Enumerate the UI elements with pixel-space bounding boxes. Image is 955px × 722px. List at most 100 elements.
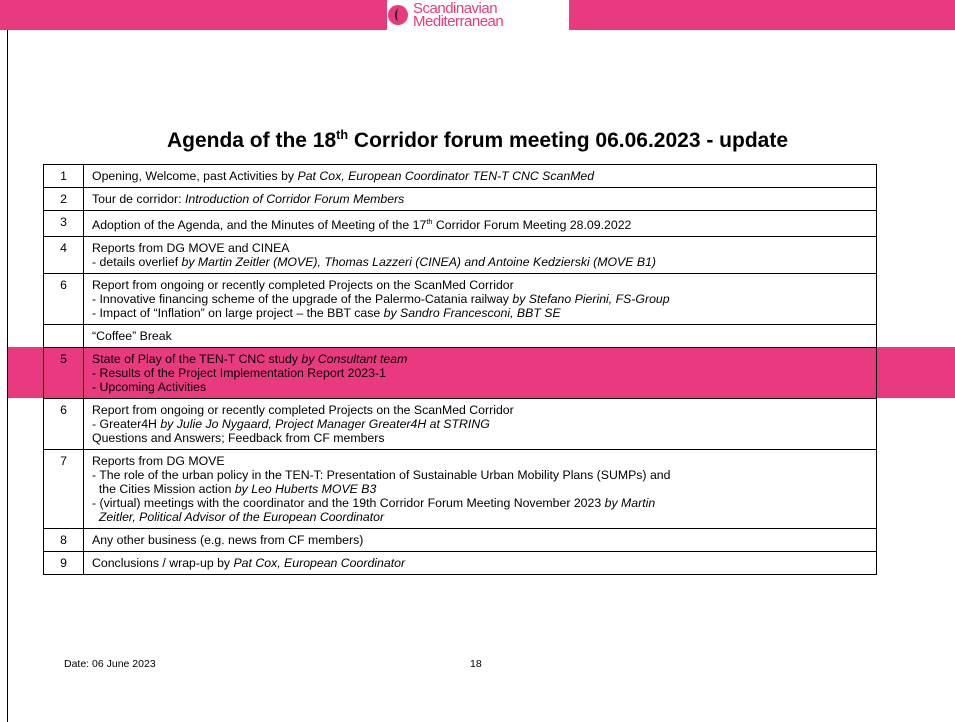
item-number: 2 [43, 187, 84, 211]
text-line: State of Play of the TEN-T CNC study by … [92, 352, 868, 366]
item-number: 6 [43, 273, 84, 326]
text-line: Any other business (e.g. news from CF me… [92, 533, 868, 547]
item-text: “Coffee” Break [83, 324, 877, 349]
agenda-row: 1 Opening, Welcome, past Activities by Pa… [43, 164, 877, 188]
text-line: Adoption of the Agenda, and the Minutes … [92, 215, 868, 232]
text-line: - Innovative financing scheme of the upg… [92, 292, 868, 306]
text-line: - Results of the Project Implementation … [92, 366, 868, 380]
footer-date: Date: 06 June 2023 [64, 658, 156, 670]
text-run: Questions and Answers; Feedback from CF … [92, 431, 385, 446]
text-run: Pat Cox, European Coordinator TEN-T CNC … [297, 169, 595, 183]
text-run: Corridor forum meeting 06.06.2023 - upda… [348, 129, 789, 152]
agenda-row: “Coffee” Break [43, 324, 877, 349]
item-text: Report from ongoing or recently complete… [83, 273, 877, 326]
item-text: Tour de corridor: Introduction of Corrid… [83, 187, 877, 211]
left-border [7, 30, 8, 722]
text-line: Opening, Welcome, past Activities by Pat… [92, 169, 868, 183]
text-run: Tour de corridor: [92, 192, 185, 206]
text-line: Reports from DG MOVE [92, 454, 868, 468]
item-number: 9 [43, 551, 84, 576]
text-run: Opening, Welcome, past Activities by [92, 169, 298, 183]
text-run: by Leo Huberts MOVE B3 [234, 482, 377, 497]
text-run: Introduction of Corridor Forum Members [184, 192, 405, 206]
agenda-row: 3 Adoption of the Agenda, and the Minutes… [43, 209, 877, 238]
text-run: Reports from DG MOVE and CINEA [92, 241, 290, 256]
item-number [43, 324, 84, 349]
item-text: State of Play of the TEN-T CNC study by … [83, 347, 877, 400]
text-line: “Coffee” Break [92, 329, 868, 343]
text-line: Questions and Answers; Feedback from CF … [92, 431, 868, 445]
text-run: by Consultant team [301, 352, 408, 367]
agenda-row: 4 Reports from DG MOVE and CINEA - details… [43, 236, 877, 275]
text-run: Pat Cox, European Coordinator [233, 556, 406, 571]
agenda-row: 9 Conclusions / wrap-up by Pat Cox, Europ… [43, 551, 877, 576]
item-number: 1 [43, 164, 84, 188]
text-line: - The role of the urban policy in the TE… [92, 468, 868, 482]
text-run: by Sandro Francesconi, BBT SE [383, 306, 561, 321]
text-run: Adoption of the Agenda, and the Minutes … [92, 218, 427, 233]
text-line: - Impact of “Inflation” on large project… [92, 306, 868, 320]
item-number: 6 [43, 398, 84, 451]
item-text: Reports from DG MOVE - The role of the ur… [83, 449, 877, 530]
text-run: - (virtual) meetings with the coordinato… [92, 496, 605, 511]
logo: Scandinavian Mediterranean [387, 0, 569, 30]
item-text: Conclusions / wrap-up by Pat Cox, Europe… [83, 551, 877, 576]
item-text: Opening, Welcome, past Activities by Pat… [83, 164, 877, 188]
agenda-row: 6 Report from ongoing or recently complet… [43, 273, 877, 326]
text-line: - Upcoming Activities [92, 380, 868, 394]
text-run: th [426, 217, 433, 226]
text-run: by Martin Zeitler (MOVE), Thomas Lazzeri… [181, 255, 657, 270]
text-run: - The role of the urban policy in the TE… [92, 468, 671, 483]
text-run: Report from ongoing or recently complete… [92, 278, 514, 293]
text-run: Corridor Forum Meeting 28.09.2022 [432, 218, 632, 233]
text-run: “Coffee” Break [92, 329, 172, 344]
text-line: Report from ongoing or recently complete… [92, 403, 868, 417]
item-number: 8 [43, 528, 84, 553]
agenda-row: 7 Reports from DG MOVE - The role of the u… [43, 449, 877, 530]
item-text: Report from ongoing or recently complete… [83, 398, 877, 451]
text-line: Reports from DG MOVE and CINEA [92, 241, 868, 255]
text-run: by Martin [604, 496, 656, 511]
agenda-row: 5 State of Play of the TEN-T CNC study by… [43, 347, 877, 400]
text-run: the Cities Mission action [92, 482, 235, 497]
text-run: Conclusions / wrap-up by [92, 556, 234, 571]
text-line: Conclusions / wrap-up by Pat Cox, Europe… [92, 556, 868, 570]
text-run: Agenda of the 18 [166, 129, 337, 152]
item-text: Adoption of the Agenda, and the Minutes … [83, 209, 877, 238]
item-number: 3 [43, 209, 84, 238]
text-run: - Innovative financing scheme of the upg… [92, 292, 513, 307]
text-run: Reports from DG MOVE [92, 454, 225, 469]
text-line: the Cities Mission action by Leo Huberts… [92, 482, 868, 496]
text-line: - Greater4H by Julie Jo Nygaard, Project… [92, 417, 868, 431]
text-run: - Impact of “Inflation” on large project… [92, 306, 384, 321]
text-line: - (virtual) meetings with the coordinato… [92, 496, 868, 510]
text-run: by Stefano Pierini, FS-Group [512, 292, 670, 307]
text-run: th [336, 128, 349, 142]
text-run: by Julie Jo Nygaard, Project Manager Gre… [160, 417, 490, 432]
text-run: State of Play of the TEN-T CNC study [92, 352, 302, 367]
text-run: Zeitler, Political Advisor of the Europe… [92, 510, 385, 525]
logo-text: Mediterranean [413, 13, 504, 30]
item-number: 4 [43, 236, 84, 275]
text-line: Report from ongoing or recently complete… [92, 278, 868, 292]
item-text: Reports from DG MOVE and CINEA - details … [83, 236, 877, 275]
text-run: Report from ongoing or recently complete… [92, 403, 514, 418]
agenda-row: 6 Report from ongoing or recently complet… [43, 398, 877, 451]
agenda-row: 8 Any other business (e.g. news from CF m… [43, 528, 877, 553]
agenda-row: 2 Tour de corridor: Introduction of Corri… [43, 187, 877, 211]
agenda-table: 1 Opening, Welcome, past Activities by Pa… [43, 164, 877, 576]
page-number: 18 [470, 658, 482, 670]
item-number: 5 [43, 347, 84, 400]
text-line: - details overlief by Martin Zeitler (MO… [92, 255, 868, 269]
text-run: - Results of the Project Implementation … [92, 366, 386, 381]
text-line: Zeitler, Political Advisor of the Europe… [92, 510, 868, 524]
text-run: - details overlief [92, 255, 182, 270]
item-number: 7 [43, 449, 84, 530]
text-run: Any other business (e.g. news from CF me… [92, 533, 364, 548]
text-line: Tour de corridor: Introduction of Corrid… [92, 192, 868, 206]
item-text: Any other business (e.g. news from CF me… [83, 528, 877, 553]
text-run: - Greater4H [92, 417, 161, 432]
text-run: - Upcoming Activities [92, 380, 207, 395]
logo-text: Scandinavian [413, 0, 498, 17]
slide-title: Agenda of the 18th Corridor forum meetin… [0, 128, 955, 153]
